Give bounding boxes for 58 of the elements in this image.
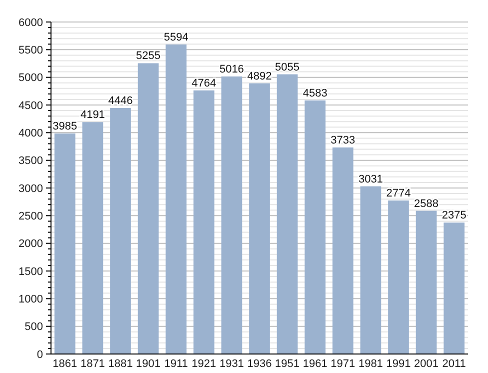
data-label: 2588 xyxy=(414,198,439,210)
x-tick-label: 1871 xyxy=(80,358,105,370)
y-tick-label: 5000 xyxy=(18,72,43,84)
data-label: 3031 xyxy=(358,173,383,186)
bar xyxy=(82,122,104,354)
bar xyxy=(110,108,131,354)
bar xyxy=(221,76,242,354)
x-tick-label: 1861 xyxy=(52,358,78,370)
x-tick-label: 1936 xyxy=(247,358,272,370)
data-label: 4191 xyxy=(80,109,105,122)
x-tick-label: 2001 xyxy=(414,358,439,370)
bar xyxy=(304,100,326,354)
bar xyxy=(166,44,187,354)
y-tick-label: 4000 xyxy=(18,128,43,140)
bar xyxy=(54,133,76,354)
data-label: 5255 xyxy=(136,50,161,62)
bar xyxy=(388,200,409,354)
y-tick-label: 500 xyxy=(24,321,43,334)
bar xyxy=(360,186,382,354)
data-label: 2375 xyxy=(442,210,466,222)
data-label: 4892 xyxy=(247,70,272,82)
data-label: 5055 xyxy=(275,61,300,74)
data-label: 5016 xyxy=(219,63,244,76)
y-tick-label: 0 xyxy=(36,348,43,361)
x-tick-label: 1931 xyxy=(219,358,244,370)
y-tick-label: 1500 xyxy=(18,266,43,278)
x-tick-label: 1991 xyxy=(386,358,411,370)
y-tick-label: 4500 xyxy=(18,100,43,112)
bar xyxy=(276,74,298,354)
y-tick-label: 2000 xyxy=(18,238,43,250)
y-tick-label: 3500 xyxy=(18,155,43,168)
bar xyxy=(416,210,437,354)
y-tick-label: 1000 xyxy=(18,294,43,306)
y-tick-label: 5500 xyxy=(18,44,43,57)
x-tick-label: 1901 xyxy=(136,358,161,370)
data-label: 5594 xyxy=(164,31,188,44)
bar xyxy=(249,83,270,354)
y-tick-label: 6000 xyxy=(18,16,43,29)
x-tick-label: 1971 xyxy=(330,358,356,370)
data-label: 3733 xyxy=(330,134,356,146)
data-label: 4446 xyxy=(108,94,133,107)
x-tick-label: 2011 xyxy=(442,358,466,370)
bar xyxy=(193,90,214,354)
bar xyxy=(138,63,159,354)
x-tick-label: 1911 xyxy=(164,358,188,370)
data-label: 4583 xyxy=(302,87,328,100)
y-tick-label: 2500 xyxy=(18,210,43,223)
x-tick-label: 1881 xyxy=(108,358,133,370)
x-tick-label: 1961 xyxy=(302,358,328,370)
x-tick-label: 1921 xyxy=(192,358,216,370)
data-label: 2774 xyxy=(386,188,411,200)
bar xyxy=(444,222,465,354)
x-tick-label: 1951 xyxy=(275,358,300,370)
data-label: 3985 xyxy=(52,120,78,132)
bar xyxy=(332,147,354,354)
y-tick-label: 3000 xyxy=(18,182,43,195)
data-label: 4764 xyxy=(192,77,216,90)
x-tick-label: 1981 xyxy=(358,358,383,370)
